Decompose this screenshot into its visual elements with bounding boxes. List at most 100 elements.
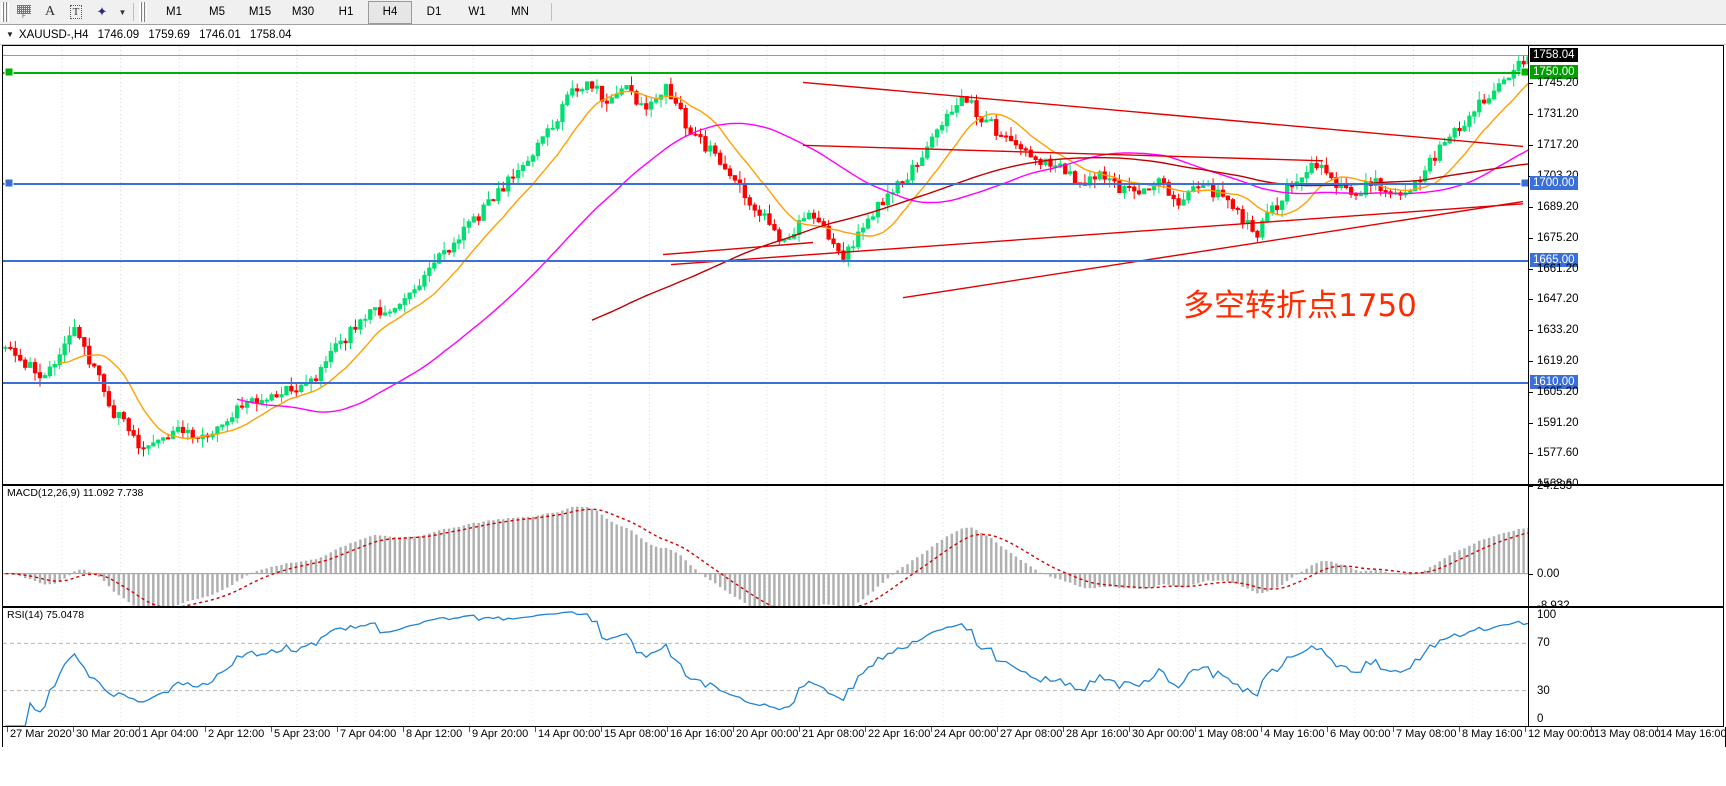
timeframe-m30[interactable]: M30 (291, 6, 315, 18)
price-level-tag-1610-00[interactable]: 1610.00 (1530, 374, 1578, 389)
time-tick (1525, 727, 1526, 732)
price-level-tag-1665-00[interactable]: 1665.00 (1530, 253, 1578, 268)
main-toolbar: F A T ✦ ▼ M1 M5 M15 M30 H1 H4 D1 W1 MN (0, 0, 1726, 25)
text-tool-icon[interactable]: A (44, 4, 56, 19)
price-level-tag-1750-00[interactable]: 1750.00 (1530, 65, 1578, 80)
time-axis[interactable]: 27 Mar 2020 30 Mar 20:00 1 Apr 04:00 2 Apr … (2, 727, 1726, 747)
time-tick (865, 727, 866, 732)
time-tick (601, 727, 602, 732)
macd-label: MACD(12,26,9) 11.092 7.738 (7, 487, 144, 499)
macd-tick (1529, 573, 1533, 575)
price-tick (1529, 484, 1533, 485)
timeframe-h1[interactable]: H1 (338, 6, 354, 18)
time-tick (1393, 727, 1394, 732)
time-tick (799, 727, 800, 732)
timeframe-h4[interactable]: H4 (368, 0, 412, 24)
time-tick (403, 727, 404, 732)
price-chart-graphics (3, 46, 1529, 484)
price-tick-label: 1689.20 (1537, 200, 1579, 213)
price-tick-label: 1717.20 (1537, 138, 1579, 151)
timeframe-m1[interactable]: M1 (166, 6, 182, 18)
rsi-y-axis[interactable]: 100 70 30 0 (1528, 608, 1723, 726)
horizontal-level-1665-00[interactable] (3, 260, 1529, 263)
macd-panel[interactable]: MACD(12,26,9) 11.092 7.738 24.233 0.00 -8.… (2, 480, 1724, 612)
macd-graphics (3, 486, 1529, 606)
macd-plot[interactable]: MACD(12,26,9) 11.092 7.738 (3, 486, 1529, 606)
price-tick (1529, 237, 1533, 239)
timeframe-m5[interactable]: M5 (209, 6, 225, 18)
level-anchor-left[interactable] (4, 178, 14, 188)
rsi-plot[interactable]: RSI(14) 75.0478 (3, 608, 1529, 726)
macd-tick (1529, 606, 1533, 607)
price-y-axis[interactable]: 1758.041750.001745.201731.201717.201703.… (1528, 46, 1723, 490)
price-tick-label: 1633.20 (1537, 324, 1579, 337)
price-tick (1529, 83, 1533, 85)
toolbar-drag-handle[interactable] (1, 2, 9, 22)
price-level-tag-1758-04[interactable]: 1758.04 (1530, 47, 1578, 62)
price-tick-label: 1619.20 (1537, 355, 1579, 368)
objects-dropdown-icon[interactable]: ▼ (118, 7, 127, 17)
last-price-line (3, 54, 1529, 56)
time-tick (1657, 727, 1658, 732)
time-axis-label: 21 Apr 08:00 (802, 728, 865, 740)
time-tick (997, 727, 998, 732)
time-axis-label: 7 May 08:00 (1396, 728, 1457, 740)
rsi-panel[interactable]: RSI(14) 75.0478 100 70 30 0 (2, 607, 1724, 727)
timeframe-group: M1 M5 M15 M30 H1 H4 D1 W1 MN (153, 0, 541, 24)
price-tick (1529, 113, 1533, 115)
chart-menu-icon[interactable]: ▼ (6, 30, 14, 39)
time-axis-label: 15 Apr 08:00 (604, 728, 667, 740)
time-axis-label: 8 May 16:00 (1462, 728, 1523, 740)
price-panel[interactable]: 多空转折点1750 1758.04 1750.00 1745.20 1731.20 17… (2, 45, 1724, 490)
timeframe-m15[interactable]: M15 (248, 6, 272, 18)
time-axis-label: 8 Apr 12:00 (406, 728, 463, 740)
time-tick (1459, 727, 1460, 732)
label-tool-icon[interactable]: T (63, 2, 89, 23)
ohlc-close: 1758.04 (249, 28, 292, 41)
timeframe-drag-handle[interactable] (139, 2, 147, 22)
chart-annotation-text: 多空转折点1750 (1183, 287, 1417, 324)
symbol-label: XAUUSD-,H4 (18, 28, 89, 41)
price-level-tag-1700-00[interactable]: 1700.00 (1530, 175, 1578, 190)
time-axis-label: 12 May 00:00 (1528, 728, 1595, 740)
horizontal-level-1610-00[interactable] (3, 381, 1529, 384)
price-plot[interactable]: 多空转折点1750 (3, 46, 1529, 484)
time-tick (7, 727, 8, 732)
horizontal-level-1750-00[interactable] (3, 72, 1529, 75)
macd-y-axis[interactable]: 24.233 0.00 -8.932 (1528, 480, 1723, 612)
timeframe-mn[interactable]: MN (511, 6, 529, 18)
time-tick (271, 727, 272, 732)
price-tick-label: 1577.60 (1537, 447, 1579, 460)
price-tick (1529, 392, 1533, 394)
time-tick (733, 727, 734, 732)
macd-tick-label: 24.233 (1537, 480, 1573, 492)
crosshair-icon[interactable]: F (11, 2, 37, 23)
rsi-tick-label: 70 (1537, 637, 1550, 650)
price-tick-label: 1661.20 (1537, 262, 1579, 275)
time-tick (931, 727, 932, 732)
timeframe-w1[interactable]: W1 (468, 6, 486, 18)
time-tick (337, 727, 338, 732)
time-tick (1327, 727, 1328, 732)
level-anchor-left[interactable] (4, 67, 14, 77)
time-axis-label: 7 Apr 04:00 (340, 728, 397, 740)
price-tick (1529, 330, 1533, 332)
time-tick (139, 727, 140, 732)
timeframe-d1[interactable]: D1 (426, 6, 442, 18)
time-axis-label: 30 Mar 20:00 (76, 728, 141, 740)
time-axis-label: 4 May 16:00 (1264, 728, 1325, 740)
price-tick (1529, 361, 1533, 363)
rsi-tick-label: 30 (1537, 684, 1550, 697)
objects-tool-icon[interactable]: ✦ (96, 4, 108, 19)
time-axis-label: 2 Apr 12:00 (208, 728, 265, 740)
price-tick (1529, 423, 1533, 425)
chart-area: 多空转折点1750 1758.04 1750.00 1745.20 1731.20 17… (0, 45, 1726, 786)
time-axis-label: 27 Apr 08:00 (1000, 728, 1063, 740)
horizontal-level-1700-00[interactable] (3, 182, 1529, 185)
time-tick (73, 727, 74, 732)
time-axis-label: 22 Apr 16:00 (868, 728, 931, 740)
time-tick (535, 727, 536, 732)
time-axis-label: 27 Mar 2020 (10, 728, 72, 740)
price-tick-label: 1605.20 (1537, 386, 1579, 399)
